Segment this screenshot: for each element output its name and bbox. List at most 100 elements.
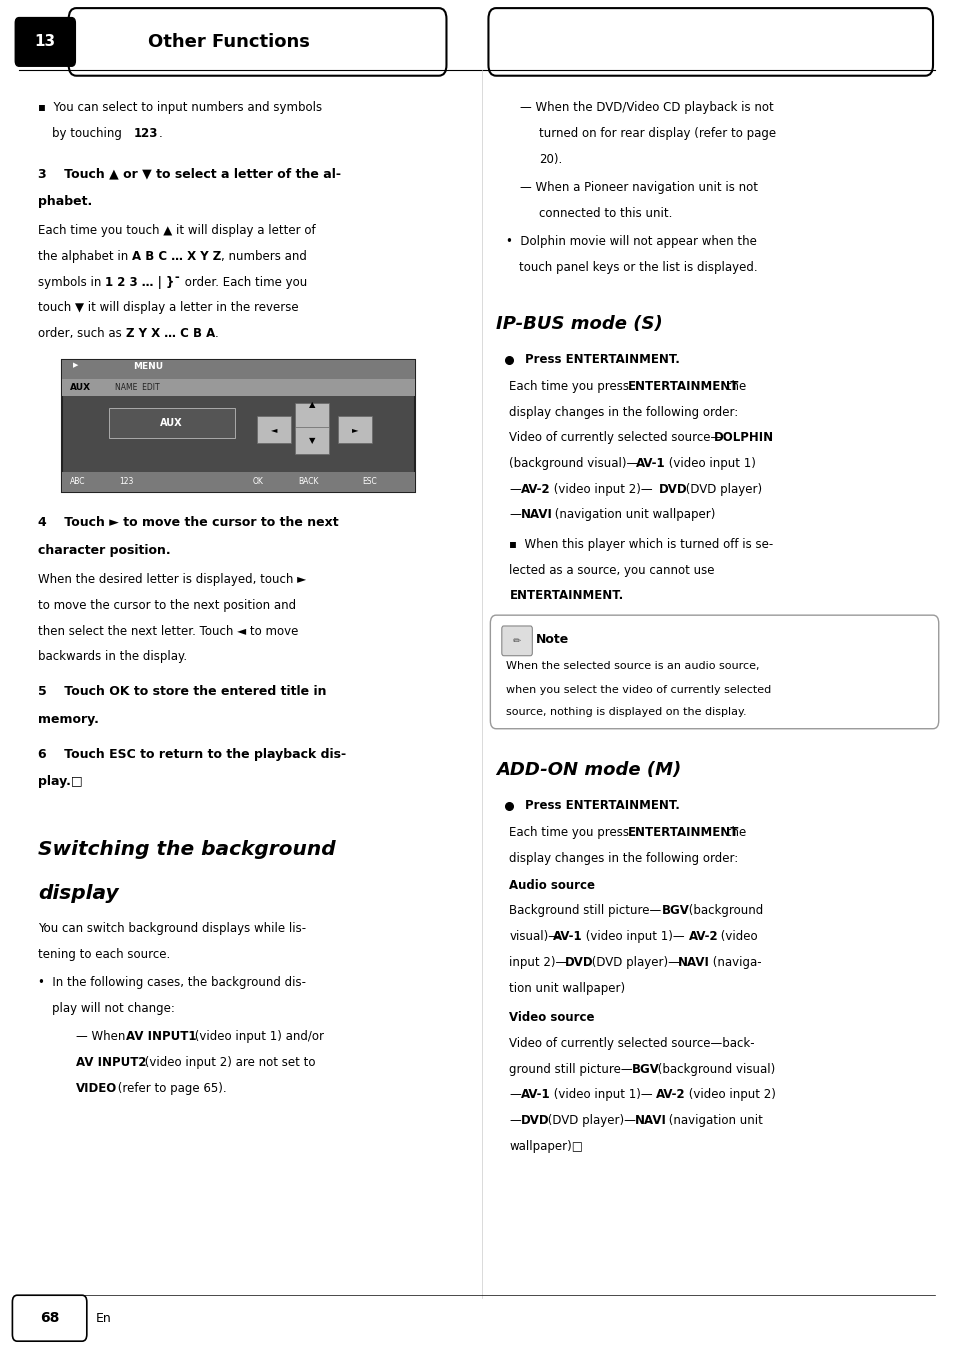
Text: BGV: BGV — [631, 1063, 659, 1076]
Text: ENTERTAINMENT: ENTERTAINMENT — [627, 826, 739, 840]
Text: AV-1: AV-1 — [636, 457, 665, 470]
Text: phabet.: phabet. — [38, 195, 92, 208]
Text: ADD-ON mode (M): ADD-ON mode (M) — [496, 761, 680, 779]
Text: You can switch background displays while lis-: You can switch background displays while… — [38, 922, 306, 936]
Text: 5    Touch OK to store the entered title in: 5 Touch OK to store the entered title in — [38, 685, 326, 699]
Text: ▪  You can select to input numbers and symbols: ▪ You can select to input numbers and sy… — [38, 101, 322, 115]
Text: lected as a source, you cannot use: lected as a source, you cannot use — [509, 564, 714, 577]
Text: Video of currently selected source—back-: Video of currently selected source—back- — [509, 1037, 754, 1051]
Text: play.□: play.□ — [38, 775, 83, 788]
FancyBboxPatch shape — [490, 615, 938, 729]
FancyBboxPatch shape — [294, 427, 329, 454]
Text: tion unit wallpaper): tion unit wallpaper) — [509, 982, 625, 995]
Text: ✏: ✏ — [513, 635, 520, 646]
Text: 123: 123 — [119, 477, 133, 487]
Text: the: the — [722, 826, 745, 840]
Text: Z Y X … C B A: Z Y X … C B A — [126, 327, 214, 341]
Text: AV-2: AV-2 — [688, 930, 718, 944]
Text: Press ENTERTAINMENT.: Press ENTERTAINMENT. — [524, 353, 679, 366]
Text: Each time you press: Each time you press — [509, 380, 633, 393]
Text: turned on for rear display (refer to page: turned on for rear display (refer to pag… — [538, 127, 776, 141]
Text: (background visual): (background visual) — [654, 1063, 775, 1076]
Text: 68: 68 — [40, 1311, 59, 1325]
Text: A B C … X Y Z: A B C … X Y Z — [132, 250, 221, 264]
Text: Each time you press: Each time you press — [509, 826, 633, 840]
Text: visual)—: visual)— — [509, 930, 559, 944]
Text: the alphabet in: the alphabet in — [38, 250, 132, 264]
Text: connected to this unit.: connected to this unit. — [538, 207, 672, 220]
Text: (video input 1)—: (video input 1)— — [581, 930, 684, 944]
Text: Video of currently selected source—: Video of currently selected source— — [509, 431, 722, 445]
Text: —: — — [509, 508, 520, 522]
Text: BGV: BGV — [661, 904, 689, 918]
Text: 4    Touch ► to move the cursor to the next: 4 Touch ► to move the cursor to the next — [38, 516, 338, 530]
Text: —: — — [509, 1088, 520, 1102]
Text: by touching: by touching — [52, 127, 126, 141]
Text: Video source: Video source — [509, 1011, 595, 1025]
Text: when you select the video of currently selected: when you select the video of currently s… — [505, 685, 770, 695]
Text: (naviga-: (naviga- — [708, 956, 760, 969]
Text: ◄: ◄ — [271, 426, 276, 434]
FancyBboxPatch shape — [501, 626, 532, 656]
Text: source, nothing is displayed on the display.: source, nothing is displayed on the disp… — [505, 707, 745, 717]
Text: memory.: memory. — [38, 713, 99, 726]
Text: (video: (video — [717, 930, 758, 944]
FancyBboxPatch shape — [256, 416, 291, 443]
Text: (video input 2) are not set to: (video input 2) are not set to — [141, 1056, 315, 1069]
Text: display: display — [38, 884, 119, 903]
Text: NAVI: NAVI — [520, 508, 552, 522]
Text: ENTERTAINMENT.: ENTERTAINMENT. — [509, 589, 623, 603]
Text: order, such as: order, such as — [38, 327, 126, 341]
Text: •  Dolphin movie will not appear when the: • Dolphin movie will not appear when the — [505, 235, 756, 249]
Text: ▪  When this player which is turned off is se-: ▪ When this player which is turned off i… — [509, 538, 773, 552]
Text: .: . — [214, 327, 218, 341]
Text: (background: (background — [684, 904, 762, 918]
Text: When the desired letter is displayed, touch ►: When the desired letter is displayed, to… — [38, 573, 306, 587]
Text: Other Functions: Other Functions — [148, 32, 310, 51]
Text: order. Each time you: order. Each time you — [180, 276, 307, 289]
Text: —: — — [509, 483, 520, 496]
Text: wallpaper)□: wallpaper)□ — [509, 1140, 582, 1153]
Text: the: the — [722, 380, 745, 393]
Text: (navigation unit: (navigation unit — [664, 1114, 762, 1128]
Text: AV-2: AV-2 — [520, 483, 550, 496]
FancyBboxPatch shape — [294, 403, 329, 430]
FancyBboxPatch shape — [62, 472, 415, 492]
Text: MENU: MENU — [133, 362, 164, 372]
Text: VIDEO: VIDEO — [76, 1082, 117, 1095]
Text: input 2)—: input 2)— — [509, 956, 567, 969]
Text: AUX: AUX — [70, 383, 91, 392]
Text: (background visual)—: (background visual)— — [509, 457, 638, 470]
Text: .: . — [158, 127, 162, 141]
Text: DOLPHIN: DOLPHIN — [713, 431, 773, 445]
Text: tening to each source.: tening to each source. — [38, 948, 171, 961]
Text: AV-1: AV-1 — [553, 930, 582, 944]
Text: 6    Touch ESC to return to the playback dis-: 6 Touch ESC to return to the playback di… — [38, 748, 346, 761]
Text: Each time you touch ▲ it will display a letter of: Each time you touch ▲ it will display a … — [38, 224, 315, 238]
Text: (DVD player)—: (DVD player)— — [543, 1114, 635, 1128]
Text: (DVD player): (DVD player) — [681, 483, 761, 496]
Text: ESC: ESC — [362, 477, 376, 487]
Text: touch panel keys or the list is displayed.: touch panel keys or the list is displaye… — [518, 261, 757, 274]
Text: 1 2 3 … | }¯: 1 2 3 … | }¯ — [105, 276, 180, 289]
Text: 123: 123 — [133, 127, 158, 141]
Text: DVD: DVD — [520, 1114, 549, 1128]
Text: (refer to page 65).: (refer to page 65). — [114, 1082, 227, 1095]
Text: (video input 1): (video input 1) — [664, 457, 755, 470]
Text: ▲: ▲ — [309, 400, 314, 408]
Text: ►: ► — [352, 426, 357, 434]
Text: •  In the following cases, the background dis-: • In the following cases, the background… — [38, 976, 306, 990]
Text: (video input 2)—: (video input 2)— — [549, 483, 652, 496]
Text: 13: 13 — [34, 34, 55, 50]
Text: En: En — [95, 1311, 112, 1325]
Text: character position.: character position. — [38, 544, 171, 557]
Text: BACK: BACK — [298, 477, 318, 487]
Text: IP-BUS mode (S): IP-BUS mode (S) — [496, 315, 662, 333]
FancyBboxPatch shape — [15, 18, 75, 66]
Text: Switching the background: Switching the background — [38, 840, 335, 859]
Text: Audio source: Audio source — [509, 879, 595, 892]
Text: NAVI: NAVI — [634, 1114, 665, 1128]
Text: AV INPUT1: AV INPUT1 — [126, 1030, 196, 1044]
Text: (video input 2): (video input 2) — [684, 1088, 775, 1102]
Text: ▶: ▶ — [73, 362, 79, 368]
